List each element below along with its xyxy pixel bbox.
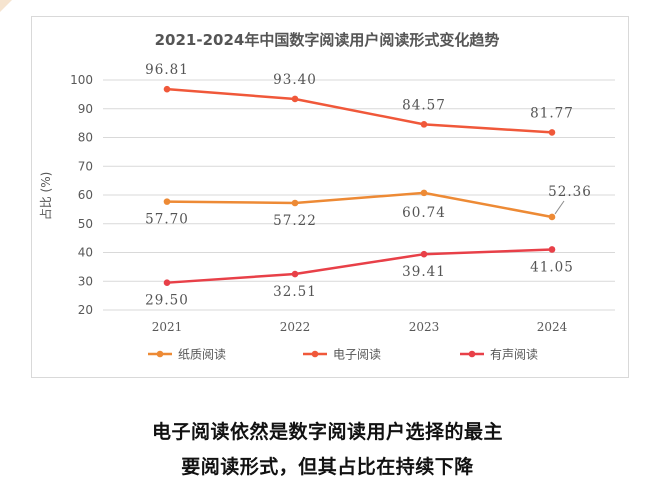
- caption-line-1: 电子阅读依然是数字阅读用户选择的最主: [151, 421, 503, 443]
- legend-label-3: 有声阅读: [490, 348, 538, 362]
- legend-label-2: 电子阅读: [333, 348, 381, 362]
- series-line-2: [165, 87, 554, 134]
- x-tick-label-2022: 2022: [280, 320, 311, 334]
- series-line-1: [165, 191, 554, 219]
- data-label-s2-2024: 81.77: [530, 105, 574, 121]
- data-point-s1-2024: [548, 213, 556, 221]
- data-label-s1-2024: 52.36: [548, 184, 592, 200]
- x-tick-label-2023: 2023: [409, 320, 440, 334]
- data-point-s1-2022: [291, 199, 299, 207]
- y-tick-label-30: 30: [78, 274, 93, 288]
- data-point-s2-2023: [420, 121, 428, 128]
- legend-marker-3: [468, 350, 476, 358]
- y-tick-label-100: 100: [70, 73, 93, 87]
- y-tick-label-70: 70: [78, 159, 93, 173]
- series-line-3: [165, 248, 554, 284]
- x-tick-label-2021: 2021: [152, 320, 183, 334]
- data-point-s3-2021: [163, 279, 171, 286]
- data-label-s3-2022: 32.51: [273, 284, 317, 300]
- data-point-s3-2023: [420, 250, 428, 258]
- y-tick-label-20: 20: [78, 303, 93, 317]
- leader-line-s1-2024: [554, 200, 565, 215]
- legend-marker-2: [311, 350, 319, 358]
- legend-label-1: 纸质阅读: [178, 348, 226, 362]
- chart-title: 2021-2024年中国数字阅读用户阅读形式变化趋势: [155, 31, 500, 49]
- data-point-s2-2024: [548, 129, 556, 136]
- y-tick-label-50: 50: [78, 217, 93, 231]
- data-label-s2-2022: 93.40: [273, 72, 317, 88]
- y-tick-label-40: 40: [78, 246, 93, 260]
- data-label-s3-2024: 41.05: [530, 259, 574, 275]
- x-tick-label-2024: 2024: [537, 320, 568, 334]
- data-label-s1-2023: 60.74: [402, 205, 446, 221]
- data-point-s1-2023: [420, 189, 428, 197]
- data-label-s3-2021: 29.50: [145, 293, 189, 309]
- data-label-s1-2021: 57.70: [145, 212, 189, 228]
- data-label-s2-2021: 96.81: [145, 62, 189, 78]
- data-point-s3-2022: [291, 270, 299, 278]
- y-tick-label-90: 90: [78, 102, 93, 116]
- data-label-s3-2023: 39.41: [402, 264, 446, 280]
- data-point-s3-2024: [548, 246, 556, 253]
- caption-line-2: 要阅读形式，但其占比在持续下降: [181, 456, 474, 478]
- y-axis-label: 占比 (%): [38, 172, 53, 221]
- y-tick-label-60: 60: [78, 188, 93, 202]
- data-point-s1-2021: [163, 198, 171, 205]
- data-point-s2-2022: [291, 95, 299, 103]
- data-label-s1-2022: 57.22: [273, 213, 317, 229]
- data-label-s2-2023: 84.57: [402, 97, 446, 113]
- chart-frame: [31, 16, 629, 378]
- legend-marker-1: [156, 350, 164, 358]
- y-tick-label-80: 80: [78, 131, 93, 145]
- data-point-s2-2021: [163, 85, 171, 93]
- corner-accent: [0, 0, 12, 12]
